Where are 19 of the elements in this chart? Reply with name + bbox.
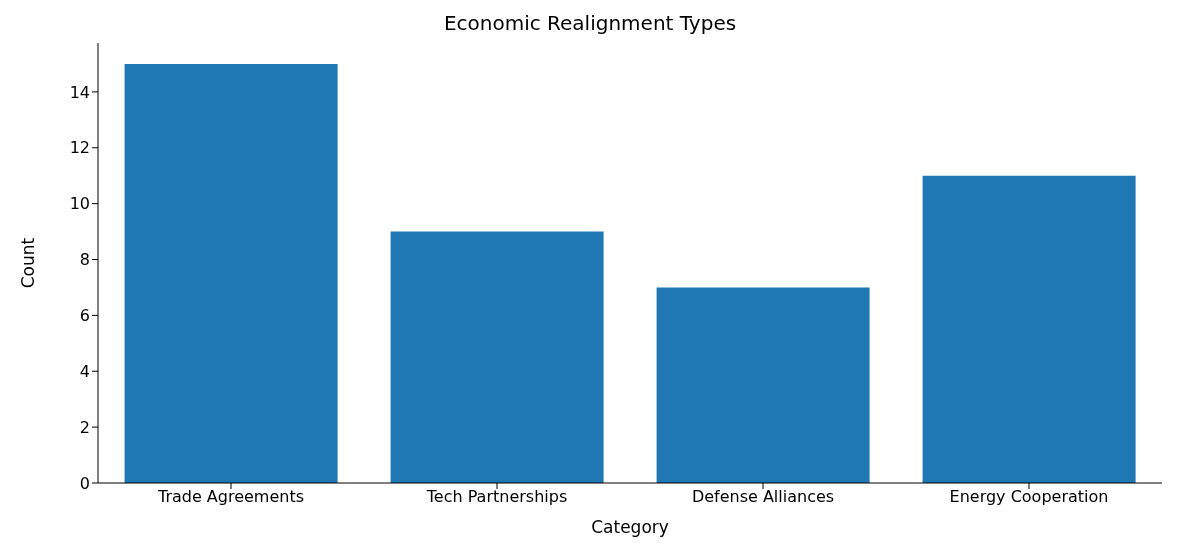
y-tick-label: 0 [79, 473, 90, 493]
y-tick-label: 8 [79, 250, 90, 270]
y-tick-label: 14 [69, 82, 90, 102]
y-tick-label: 6 [79, 306, 90, 326]
bar [390, 231, 604, 483]
bar [124, 63, 338, 483]
bar [922, 175, 1136, 483]
x-tick-label: Tech Partnerships [425, 487, 568, 507]
x-tick-label: Trade Agreements [156, 487, 305, 507]
x-tick-label: Energy Cooperation [949, 487, 1109, 507]
bar [656, 287, 870, 483]
x-axis-title: Category [591, 517, 669, 537]
chart-title: Economic Realignment Types [442, 10, 738, 37]
y-axis-title: Count [18, 237, 39, 289]
y-tick-label: 12 [69, 138, 90, 158]
y-tick-label: 4 [79, 361, 90, 381]
y-tick-label: 10 [69, 194, 90, 214]
y-tick-label: 2 [79, 417, 90, 437]
x-tick-label: Defense Alliances [691, 487, 835, 507]
